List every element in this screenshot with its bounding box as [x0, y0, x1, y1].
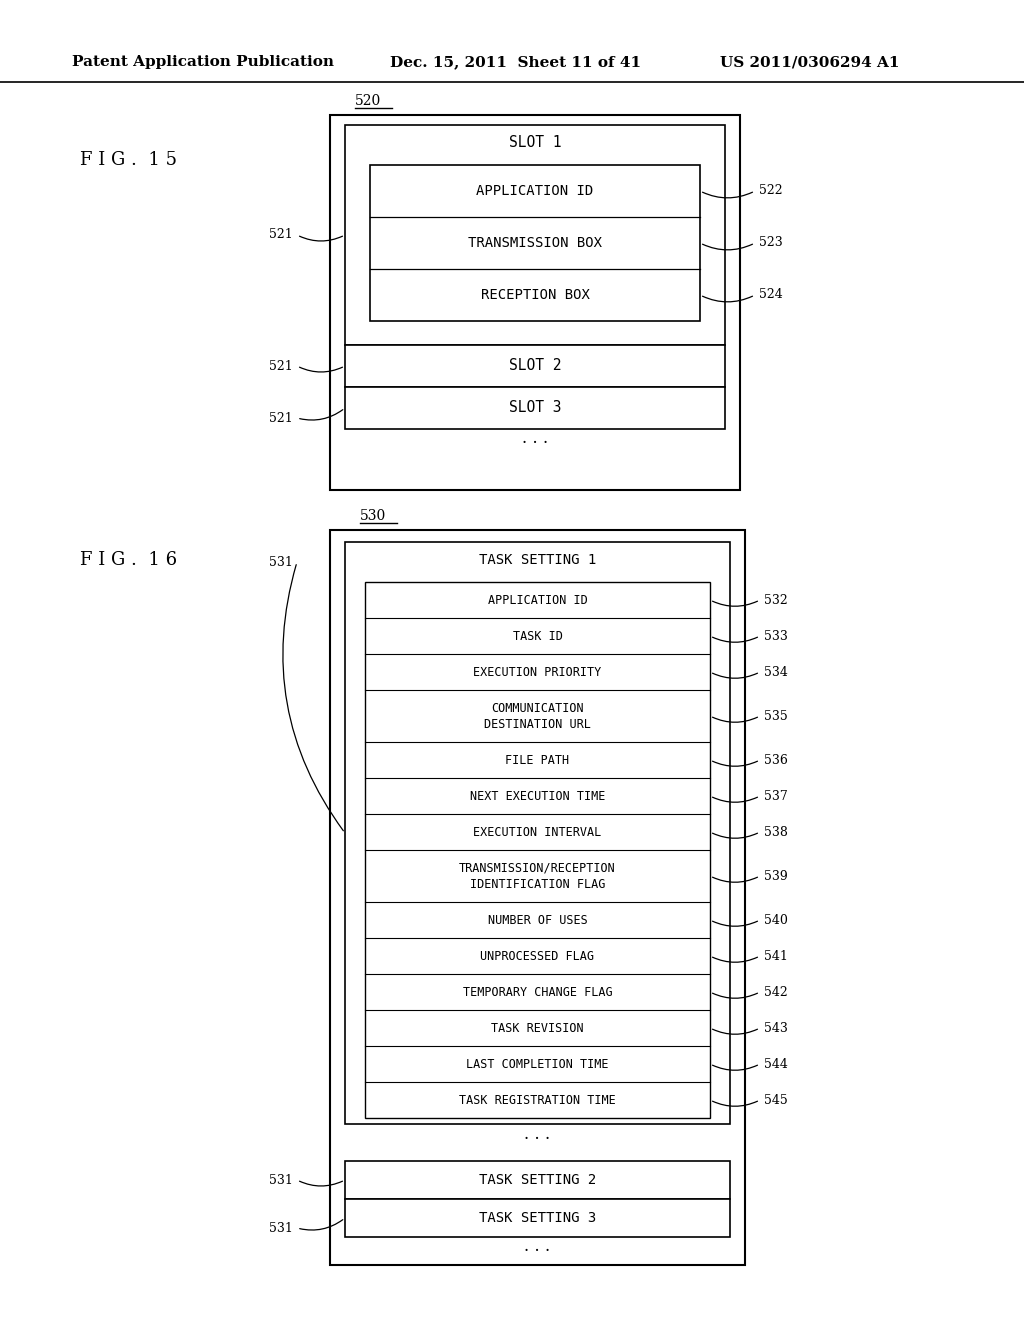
Text: TASK SETTING 3: TASK SETTING 3 [479, 1210, 596, 1225]
Text: 520: 520 [355, 94, 381, 108]
Text: 539: 539 [764, 870, 787, 883]
Text: TASK REVISION: TASK REVISION [492, 1022, 584, 1035]
Text: FILE PATH: FILE PATH [506, 754, 569, 767]
Text: SLOT 3: SLOT 3 [509, 400, 561, 416]
Text: RECEPTION BOX: RECEPTION BOX [480, 288, 590, 302]
Text: APPLICATION ID: APPLICATION ID [487, 594, 588, 606]
Bar [330, 115, 740, 490]
Text: TASK SETTING 2: TASK SETTING 2 [479, 1173, 596, 1187]
Bar [345, 1199, 730, 1237]
Text: · · ·: · · · [522, 436, 548, 453]
Text: TASK SETTING 1: TASK SETTING 1 [479, 553, 596, 568]
Text: SLOT 1: SLOT 1 [509, 135, 561, 150]
Text: TRANSMISSION BOX: TRANSMISSION BOX [468, 236, 602, 249]
Text: 538: 538 [764, 825, 787, 838]
Bar [345, 1162, 730, 1199]
Text: Dec. 15, 2011  Sheet 11 of 41: Dec. 15, 2011 Sheet 11 of 41 [390, 55, 641, 69]
Bar [330, 531, 745, 1265]
Text: LAST COMPLETION TIME: LAST COMPLETION TIME [466, 1057, 608, 1071]
Text: 530: 530 [360, 510, 386, 523]
Text: 524: 524 [759, 289, 782, 301]
Text: 531: 531 [269, 1221, 293, 1234]
Text: 521: 521 [269, 359, 293, 372]
Text: SLOT 2: SLOT 2 [509, 359, 561, 374]
Text: TASK ID: TASK ID [513, 630, 562, 643]
Text: · · ·: · · · [524, 1243, 551, 1261]
Text: APPLICATION ID: APPLICATION ID [476, 183, 594, 198]
Text: 531: 531 [269, 1173, 293, 1187]
Bar [345, 387, 725, 429]
Bar [345, 125, 725, 345]
Text: TRANSMISSION/RECEPTION
IDENTIFICATION FLAG: TRANSMISSION/RECEPTION IDENTIFICATION FL… [459, 862, 615, 891]
Text: 534: 534 [764, 665, 787, 678]
Text: 523: 523 [759, 236, 782, 249]
Text: 545: 545 [764, 1093, 787, 1106]
Text: US 2011/0306294 A1: US 2011/0306294 A1 [720, 55, 899, 69]
Bar [345, 345, 725, 387]
Text: 540: 540 [764, 913, 787, 927]
Text: 521: 521 [269, 412, 293, 425]
Text: 536: 536 [764, 754, 787, 767]
Bar [345, 543, 730, 1125]
Text: TASK REGISTRATION TIME: TASK REGISTRATION TIME [459, 1093, 615, 1106]
Text: 522: 522 [759, 185, 782, 198]
Text: 532: 532 [764, 594, 787, 606]
Text: 544: 544 [764, 1057, 787, 1071]
Text: 543: 543 [764, 1022, 787, 1035]
Text: NUMBER OF USES: NUMBER OF USES [487, 913, 588, 927]
Text: 531: 531 [269, 556, 293, 569]
Text: UNPROCESSED FLAG: UNPROCESSED FLAG [480, 949, 595, 962]
Text: 533: 533 [764, 630, 787, 643]
Text: 542: 542 [764, 986, 787, 998]
Text: 537: 537 [764, 789, 787, 803]
Text: NEXT EXECUTION TIME: NEXT EXECUTION TIME [470, 789, 605, 803]
Text: 535: 535 [764, 710, 787, 722]
Text: TEMPORARY CHANGE FLAG: TEMPORARY CHANGE FLAG [463, 986, 612, 998]
Text: F I G .  1 6: F I G . 1 6 [80, 550, 177, 569]
Text: 521: 521 [269, 228, 293, 242]
Text: 541: 541 [764, 949, 787, 962]
Text: · · ·: · · · [524, 1130, 551, 1147]
Text: EXECUTION PRIORITY: EXECUTION PRIORITY [473, 665, 602, 678]
Text: F I G .  1 5: F I G . 1 5 [80, 150, 177, 169]
Text: COMMUNICATION
DESTINATION URL: COMMUNICATION DESTINATION URL [484, 701, 591, 730]
Bar [365, 582, 710, 1118]
Text: Patent Application Publication: Patent Application Publication [72, 55, 334, 69]
Text: EXECUTION INTERVAL: EXECUTION INTERVAL [473, 825, 602, 838]
Bar [370, 165, 700, 321]
